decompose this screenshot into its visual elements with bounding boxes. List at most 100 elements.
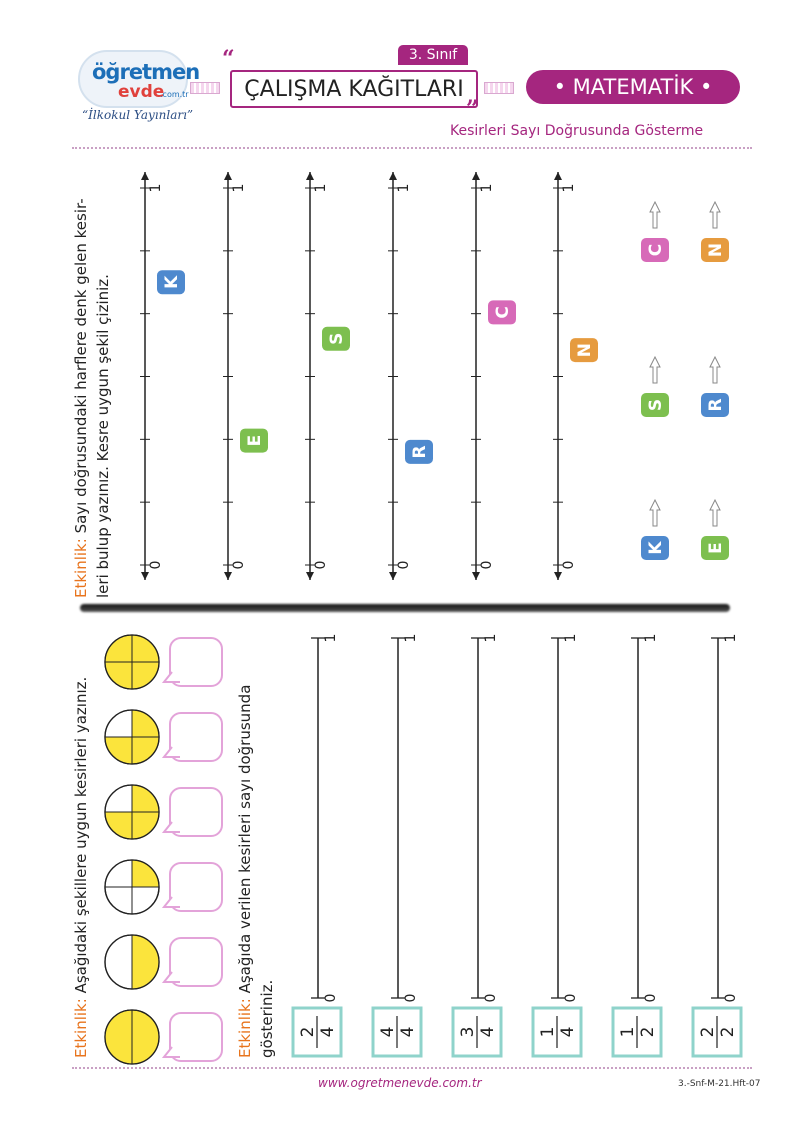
arrow-down-icon <box>554 572 562 580</box>
logo-cloud <box>78 50 188 108</box>
subject-badge: • MATEMATİK • <box>526 70 740 104</box>
arrow-up-icon <box>649 355 661 384</box>
tick-label-0: 0 <box>396 561 412 570</box>
svg-text:C: C <box>493 306 513 318</box>
arrow-up-icon <box>472 172 480 180</box>
blank-number-line-3: 1 0 3 4 <box>451 634 503 1058</box>
tick-label-0: 0 <box>483 994 499 1003</box>
svg-text:R: R <box>706 398 726 411</box>
activity3-instruction-line2: gösteriniz. <box>258 979 276 1058</box>
circle-border <box>104 1009 160 1065</box>
arrow-up-icon <box>306 172 314 180</box>
fraction-circle-4 <box>104 859 223 915</box>
tick-label-0: 0 <box>723 994 739 1003</box>
fraction-denominator: 2 <box>718 1027 738 1038</box>
answer-box <box>169 937 223 987</box>
number-line-4: 1 0 R <box>388 172 433 580</box>
logo-text-evde: evde <box>118 82 165 102</box>
svg-text:R: R <box>410 445 430 458</box>
activity1-number-lines: 1 0 K 1 0 E 1 0 S 1 0 R 1 0 C 1 0 N C N S R K E <box>140 172 729 580</box>
answer-box <box>169 637 223 687</box>
fraction-denominator: 2 <box>638 1027 658 1038</box>
divider-bottom <box>72 1067 752 1069</box>
footer-url[interactable]: www.ogretmenevde.com.tr <box>318 1076 482 1090</box>
tick-label-1: 1 <box>231 184 247 193</box>
logo-text-ogretmen: öğretmen <box>92 60 200 84</box>
speech-tail <box>161 821 180 833</box>
number-line-2: 1 0 E <box>223 172 268 580</box>
footer-code: 3.-Snf-M-21.Hft-07 <box>678 1079 761 1089</box>
decor-arrow-left <box>190 82 220 94</box>
filled-part <box>131 1009 160 1065</box>
circle-border <box>104 784 160 840</box>
fraction-denominator: 4 <box>398 1027 418 1038</box>
tick-label-1: 1 <box>403 634 419 643</box>
arrow-up-icon <box>224 172 232 180</box>
number-line-3: 1 0 S <box>305 172 350 580</box>
divider-top <box>72 147 752 149</box>
logo-tagline: “İlkokul Yayınları” <box>82 108 194 122</box>
blank-number-line-1: 1 0 2 4 <box>291 634 343 1058</box>
tick-label-0: 0 <box>148 561 164 570</box>
blank-number-line-4: 101 4 <box>531 634 583 1058</box>
fraction-denominator: 4 <box>478 1027 498 1038</box>
fraction-circle-5 <box>104 934 223 990</box>
svg-text:K: K <box>162 275 182 289</box>
activity2-shapes <box>104 634 223 1065</box>
fraction-numerator: 1 <box>618 1027 638 1038</box>
letter-S: S <box>322 326 350 351</box>
tick-label-1: 1 <box>148 184 164 193</box>
tick-label-1: 1 <box>723 634 739 643</box>
tick-label-0: 0 <box>563 994 579 1003</box>
fraction-numerator: 2 <box>698 1027 718 1038</box>
arrow-down-icon <box>141 572 149 580</box>
tick-label-1: 1 <box>561 184 577 193</box>
svg-text:S: S <box>646 399 666 411</box>
fraction-numerator: 1 <box>538 1027 558 1038</box>
fraction-circle-3 <box>104 784 223 840</box>
answer-letter-N: N <box>701 238 729 262</box>
speech-tail <box>161 671 180 683</box>
speech-tail <box>161 746 180 758</box>
answer-slot-N: N <box>701 200 729 262</box>
tick-label-0: 0 <box>313 561 329 570</box>
arrow-up-icon <box>554 172 562 180</box>
decor-arrow-right <box>484 82 514 94</box>
arrow-up-icon <box>709 355 721 384</box>
number-line-1: 1 0 K <box>140 172 185 580</box>
letter-E: E <box>240 428 268 453</box>
blank-number-line-5: 101 2 <box>611 634 663 1058</box>
tick-label-0: 0 <box>479 561 495 570</box>
fraction-numerator: 3 <box>458 1027 478 1038</box>
blank-number-line-6: 1 0 2 2 <box>691 634 743 1058</box>
grade-badge: 3. Sınıf <box>398 45 468 65</box>
tick-label-0: 0 <box>561 561 577 570</box>
speech-tail <box>161 1046 180 1058</box>
circle-border <box>104 634 160 690</box>
tick-label-0: 0 <box>323 994 339 1003</box>
answer-slot-S: S <box>641 355 669 417</box>
arrow-up-icon <box>649 200 661 229</box>
tick-label-1: 1 <box>563 634 579 643</box>
blank-number-line-2: 1 0 4 4 <box>371 634 423 1058</box>
letter-N: N <box>570 338 598 363</box>
logo-domain: .com.tr <box>160 90 189 99</box>
answer-slot-R: R <box>701 355 729 417</box>
answer-letter-R: R <box>701 393 729 417</box>
arrow-up-icon <box>709 498 721 527</box>
arrow-up-icon <box>141 172 149 180</box>
title-box: ÇALIŞMA KAĞITLARI <box>230 70 478 108</box>
fraction-circle-2 <box>104 709 223 765</box>
answer-letter-S: S <box>641 393 669 417</box>
answer-letter-C: C <box>641 238 669 262</box>
quote-open-icon: “ <box>222 46 235 72</box>
arrow-down-icon <box>389 572 397 580</box>
arrow-up-icon <box>709 200 721 229</box>
filled-part <box>131 934 160 990</box>
svg-text:S: S <box>327 333 347 345</box>
section-divider <box>80 604 730 612</box>
letter-R: R <box>405 439 433 464</box>
quote-close-icon: ” <box>466 96 479 122</box>
tick-label-0: 0 <box>643 994 659 1003</box>
answer-letter-K: K <box>641 536 669 560</box>
